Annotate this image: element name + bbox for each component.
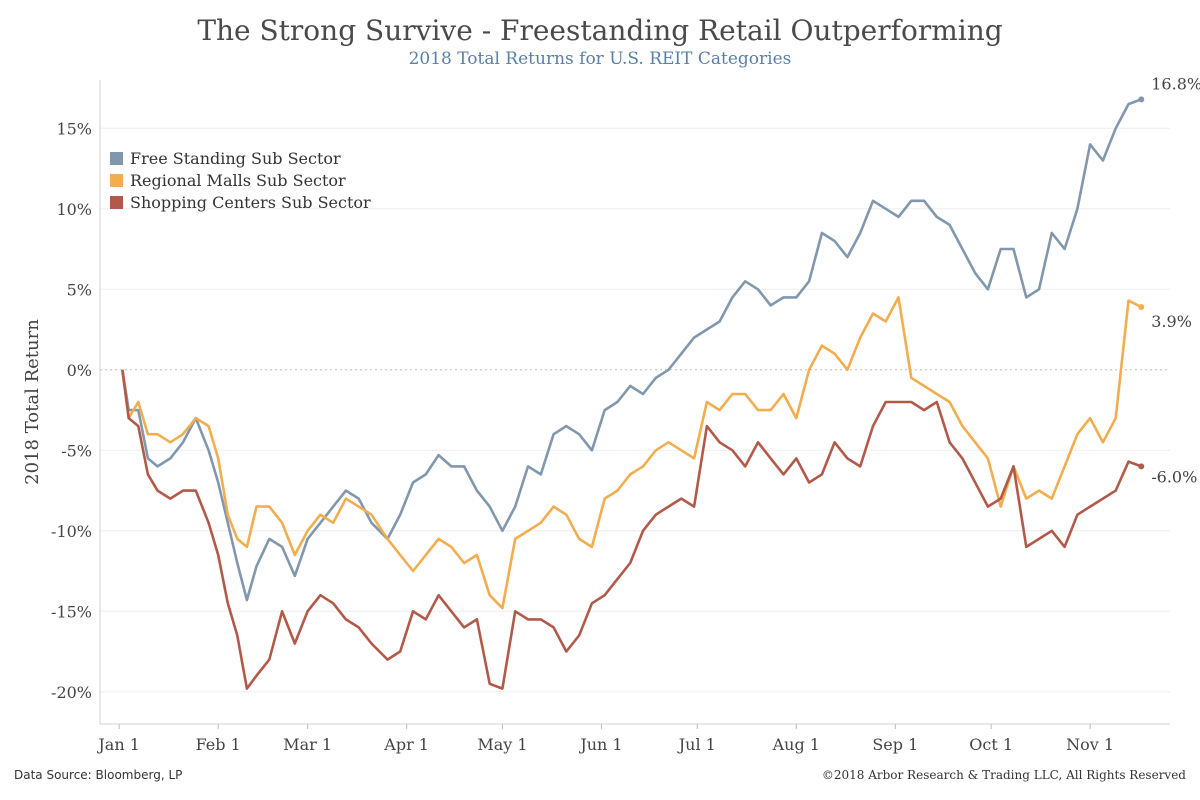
legend-label-1: Regional Malls Sub Sector: [130, 171, 346, 190]
chart-subtitle: 2018 Total Returns for U.S. REIT Categor…: [408, 49, 792, 69]
x-tick-label: Jul 1: [677, 735, 716, 754]
series-line-2: [121, 369, 1142, 690]
data-source-note: Data Source: Bloomberg, LP: [14, 768, 183, 782]
x-tick-label: Aug 1: [772, 735, 820, 754]
legend-swatch-0: [110, 152, 123, 165]
gridlines: [100, 127, 1170, 693]
series-lines: 16.8% 3.9% -6.0%: [121, 74, 1200, 690]
legend-label-0: Free Standing Sub Sector: [130, 149, 341, 168]
series-end-label-2: -6.0%: [1151, 467, 1197, 486]
x-tick-label: Apr 1: [383, 735, 429, 754]
series-end-label-0: 16.8%: [1151, 74, 1200, 93]
y-axis-label: 2018 Total Return: [22, 319, 43, 485]
x-tick-label: Oct 1: [969, 735, 1013, 754]
chart-title: The Strong Survive - Freestanding Retail…: [197, 14, 1003, 47]
y-tick-label: -15%: [51, 602, 92, 621]
legend-swatch-1: [110, 174, 123, 187]
y-tick-label: -10%: [51, 522, 92, 541]
x-tick-label: Nov 1: [1066, 735, 1114, 754]
copyright-note: ©2018 Arbor Research & Trading LLC, All …: [821, 768, 1186, 782]
x-tick-label: Jan 1: [96, 735, 140, 754]
y-tick-label: 15%: [56, 119, 92, 138]
series-line-0: [121, 98, 1142, 602]
legend-label-2: Shopping Centers Sub Sector: [130, 193, 371, 212]
legend-swatch-2: [110, 196, 123, 209]
x-axis-ticks: Jan 1 Feb 1 Mar 1 Apr 1 May 1 Jun 1 Jul 1 Aug 1…: [96, 724, 1114, 754]
series-end-point-1: [1138, 304, 1145, 311]
series-end-label-1: 3.9%: [1151, 312, 1192, 331]
series-line-1: [121, 296, 1142, 610]
y-tick-label: -5%: [61, 441, 92, 460]
x-tick-label: Sep 1: [872, 735, 918, 754]
y-axis-ticks: -20% -15% -10% -5% 0% 5% 10% 15%: [51, 119, 92, 702]
series-end-point-2: [1138, 463, 1145, 470]
x-tick-label: Jun 1: [578, 735, 622, 754]
y-tick-label: 5%: [67, 280, 92, 299]
x-tick-label: Mar 1: [283, 735, 332, 754]
x-tick-label: Feb 1: [196, 735, 241, 754]
y-tick-label: 0%: [67, 361, 92, 380]
x-tick-label: May 1: [477, 735, 527, 754]
series-end-point-0: [1138, 96, 1145, 103]
legend: Free Standing Sub Sector Regional Malls S…: [110, 149, 371, 212]
y-tick-label: -20%: [51, 683, 92, 702]
y-tick-label: 10%: [56, 200, 92, 219]
